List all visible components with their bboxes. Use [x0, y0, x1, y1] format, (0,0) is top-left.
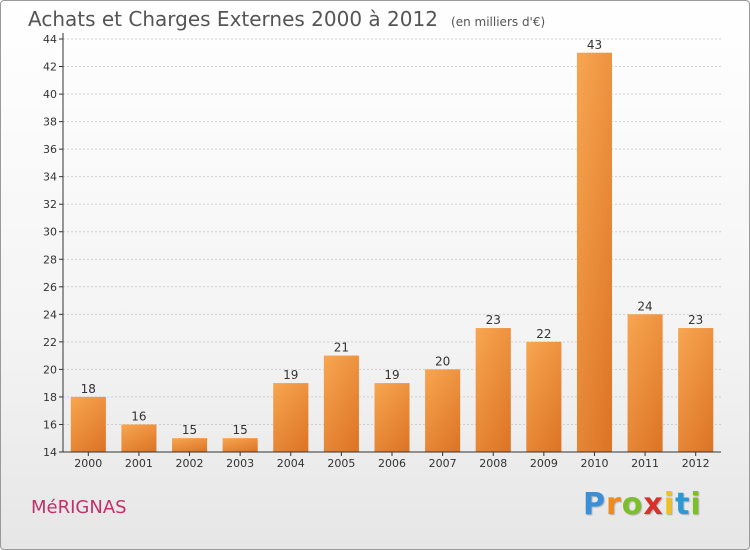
title-row: Achats et Charges Externes 2000 à 2012 (… [28, 7, 545, 31]
bar-shade [526, 341, 562, 452]
logo-letter: r [606, 487, 622, 522]
data-label: 23 [486, 313, 501, 327]
data-label: 20 [435, 354, 450, 368]
logo-letter: t [675, 487, 691, 522]
axes [59, 33, 721, 456]
logo-letter: x [643, 487, 664, 522]
y-tick-label: 26 [43, 281, 57, 294]
y-tick-label: 16 [43, 418, 57, 431]
bar-shade [70, 396, 106, 452]
bar-shade [273, 383, 309, 452]
chart-title: Achats et Charges Externes 2000 à 2012 [28, 7, 438, 31]
bar-shade [425, 369, 461, 452]
x-tick-label: 2006 [378, 457, 406, 470]
logo-letter: P [583, 487, 606, 522]
y-tick-label: 32 [43, 198, 57, 211]
x-tick-label: 2010 [580, 457, 608, 470]
data-label: 23 [688, 313, 703, 327]
x-tick-label: 2000 [74, 457, 102, 470]
x-tick-label: 2003 [226, 457, 254, 470]
logo-letter: i [690, 487, 702, 522]
x-tick-label: 2005 [327, 457, 355, 470]
tick-labels: 14 16 18 20 22 24 26 28 30 32 34 36 38 40 42 44 18 2000 16… [43, 33, 710, 470]
y-tick-label: 34 [43, 171, 57, 184]
y-tick-label: 24 [43, 308, 57, 321]
x-tick-label: 2001 [125, 457, 153, 470]
data-label: 16 [131, 409, 146, 423]
bar-shade [374, 383, 410, 452]
data-label: 15 [233, 423, 248, 437]
logo-letter: o [621, 487, 644, 522]
bar-shade [576, 52, 612, 453]
grid-lines [63, 38, 721, 425]
data-label: 19 [283, 368, 298, 382]
y-tick-label: 22 [43, 336, 57, 349]
y-tick-label: 18 [43, 391, 57, 404]
y-tick-label: 14 [43, 446, 57, 459]
commune-name: MéRIGNAS [31, 497, 127, 518]
x-tick-label: 2004 [277, 457, 305, 470]
bar-shade [627, 314, 663, 452]
data-label: 19 [384, 368, 399, 382]
data-label: 24 [637, 299, 652, 313]
proxiti-logo: Proxiti [583, 487, 702, 522]
bar-shade [678, 328, 714, 452]
x-tick-label: 2009 [530, 457, 558, 470]
bar-shade [323, 355, 359, 452]
x-tick-label: 2012 [682, 457, 710, 470]
bar-shade [121, 424, 157, 452]
y-tick-label: 28 [43, 253, 57, 266]
data-label: 43 [587, 38, 602, 52]
y-tick-label: 42 [43, 61, 57, 74]
x-tick-label: 2007 [429, 457, 457, 470]
data-label: 22 [536, 327, 551, 341]
logo-letter: i [663, 487, 676, 522]
y-tick-label: 44 [43, 33, 57, 46]
y-tick-label: 30 [43, 226, 57, 239]
x-tick-label: 2002 [176, 457, 204, 470]
data-label: 15 [182, 423, 197, 437]
x-tick-label: 2011 [631, 457, 659, 470]
x-tick-label: 2008 [479, 457, 507, 470]
bars [70, 52, 714, 453]
y-tick-label: 38 [43, 116, 57, 129]
data-label: 18 [81, 382, 96, 396]
bar-shade [222, 438, 258, 452]
y-tick-label: 40 [43, 88, 57, 101]
bar-shade [475, 328, 511, 452]
y-tick-label: 36 [43, 143, 57, 156]
chart-subtitle: (en milliers d'€) [451, 15, 546, 29]
bar-shade [172, 438, 208, 452]
y-tick-label: 20 [43, 363, 57, 376]
data-label: 21 [334, 341, 349, 355]
